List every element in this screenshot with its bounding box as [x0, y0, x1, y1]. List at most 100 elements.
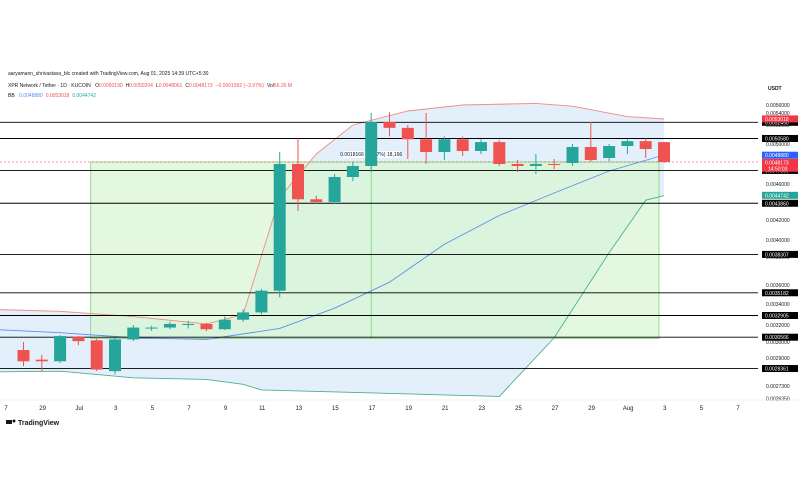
- level-price-label: 0.0035182: [765, 291, 789, 297]
- bollinger-upper-line: [0, 102, 665, 325]
- candle-body: [566, 147, 579, 163]
- ohlc-value: −0.0001992 (−3.97%): [215, 83, 264, 89]
- author-line: aaryamann_shrivastava_blc created with T…: [8, 71, 209, 77]
- level-price-tag: [762, 199, 798, 207]
- candle-body: [328, 177, 341, 202]
- candle-body: [529, 164, 542, 166]
- candle-body: [90, 340, 103, 370]
- candle-body: [292, 164, 304, 200]
- level-price-tag: [762, 134, 798, 142]
- candle: [17, 342, 30, 367]
- logo-text: TradingView: [18, 420, 60, 427]
- x-tick-label: 3: [663, 406, 667, 412]
- candle-body: [182, 323, 195, 325]
- currency-label: USDT: [768, 86, 782, 92]
- candle-body: [511, 164, 524, 166]
- y-tick-label: 0.0034000: [766, 302, 790, 308]
- x-tick-label: Jul: [75, 406, 83, 412]
- candle: [475, 139, 487, 154]
- y-tick-label: 0.0029000: [766, 356, 790, 362]
- price-range-box: [90, 161, 660, 340]
- candle: [346, 162, 359, 181]
- candle: [54, 335, 67, 363]
- level-price-label: 0.0032905: [765, 313, 789, 319]
- price-tag-upper: [762, 115, 798, 123]
- candle: [658, 142, 670, 163]
- price-tag-lower: [762, 191, 798, 199]
- symbol-name[interactable]: XPR Network / Tether · 1D · KUCOIN: [8, 83, 91, 89]
- price-tag-label: 0.0053018: [765, 117, 789, 123]
- price-tag-label: 0.0048173: [765, 160, 789, 166]
- candle-body: [365, 122, 378, 166]
- level-price-tag: [762, 365, 798, 373]
- candle-body: [127, 327, 140, 340]
- tradingview-logo: TradingView: [6, 419, 60, 427]
- candle: [109, 337, 121, 375]
- candle-body: [383, 122, 396, 128]
- candle: [182, 320, 195, 329]
- candle-body: [255, 290, 268, 313]
- candle-body: [54, 336, 67, 362]
- x-tick-label: 23: [478, 406, 485, 412]
- y-tick-label: 0.0026350: [766, 396, 790, 402]
- candle: [493, 140, 506, 166]
- level-price-label: 0.0043860: [765, 201, 789, 207]
- x-tick-label: 7: [4, 406, 8, 412]
- x-tick-label: Aug: [623, 406, 634, 412]
- level-price-label: 0.0030566: [765, 335, 789, 341]
- candle-body: [548, 164, 561, 165]
- x-tick-label: 9: [224, 406, 228, 412]
- candle-body: [109, 339, 121, 372]
- candle: [456, 136, 469, 156]
- candle: [603, 144, 616, 161]
- symbol-header: XPR Network / Tether · 1D · KUCOIN O0.00…: [8, 83, 292, 89]
- ohlc-value: 0.0050190: [99, 83, 123, 89]
- price-tag-label: 0.0048880: [765, 153, 789, 159]
- candle: [621, 139, 634, 154]
- level-price-tag: [762, 311, 798, 319]
- ohlc-key: C: [185, 83, 189, 89]
- x-tick-label: 7: [736, 406, 740, 412]
- level-price-tag: [762, 289, 798, 297]
- candle: [566, 144, 579, 166]
- candle: [365, 113, 378, 172]
- ohlc-key: H: [125, 83, 130, 89]
- price-tag-label: 0.0044742: [765, 193, 789, 199]
- y-tick-label: 0.0036000: [766, 283, 790, 289]
- bb-legend[interactable]: BB 0.0048880 0.0053018 0.0044742: [8, 93, 96, 99]
- price-countdown: 14:50:03: [768, 166, 788, 172]
- bollinger-lower-line: [0, 195, 665, 397]
- candle: [511, 160, 524, 172]
- y-tick-label: 0.0050000: [766, 142, 790, 148]
- level-price-label: 0.0038307: [765, 252, 789, 258]
- level-price-tag: [762, 333, 798, 341]
- candle: [90, 338, 103, 372]
- candle: [639, 138, 652, 158]
- price-tag-price: [762, 158, 798, 172]
- candle: [401, 125, 414, 159]
- level-price-label: 0.0052450: [765, 120, 789, 126]
- ohlc-value: 0.0048173: [188, 83, 213, 89]
- y-tick-label: 0.0040000: [766, 238, 790, 244]
- candle: [584, 122, 597, 162]
- ohlc-field: −0.0001992 (−3.97%): [216, 83, 264, 89]
- ohlc-field: Vol56.26 M: [267, 83, 292, 89]
- bb-value: 0.0044742: [72, 93, 96, 99]
- x-tick-label: 5: [151, 406, 155, 412]
- candle: [218, 316, 231, 331]
- x-tick-label: 29: [39, 406, 46, 412]
- candle-body: [145, 327, 158, 329]
- candle: [163, 321, 176, 330]
- x-tick-label: 29: [588, 406, 595, 412]
- candle-body: [35, 359, 48, 362]
- candle-body: [658, 142, 670, 162]
- x-tick-label: 3: [114, 406, 118, 412]
- candle: [383, 112, 396, 137]
- x-tick-label: 13: [295, 406, 302, 412]
- candle-body: [17, 350, 30, 362]
- candle: [127, 325, 140, 342]
- bb-values: 0.0048880 0.0053018 0.0044742: [16, 93, 96, 99]
- ohlc-field: C0.0048173: [185, 83, 212, 89]
